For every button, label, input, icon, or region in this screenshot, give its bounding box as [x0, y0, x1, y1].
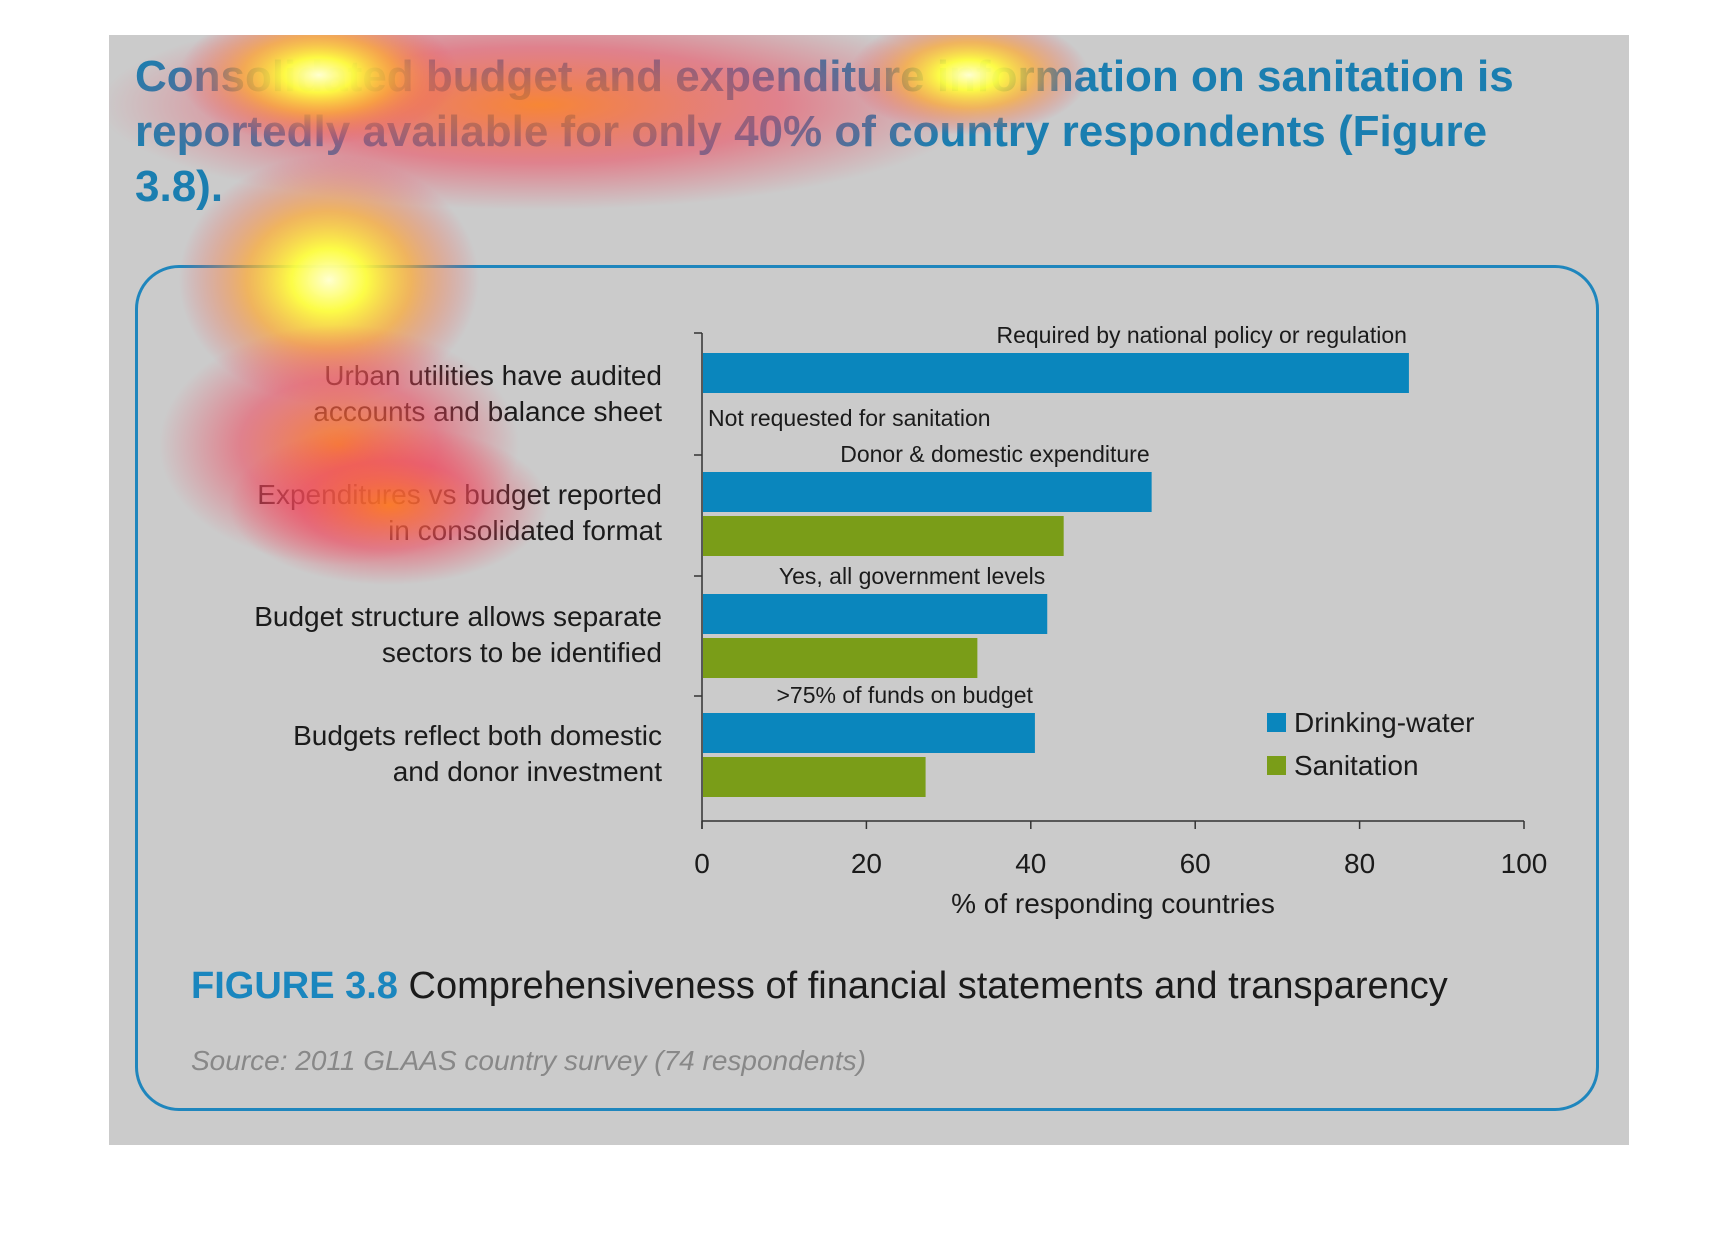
- category-label: Budget structure allows separate: [254, 601, 662, 632]
- x-tick-label: 0: [694, 848, 710, 879]
- missing-value-note: Not requested for sanitation: [708, 405, 991, 431]
- x-tick-label: 40: [1015, 848, 1046, 879]
- bar-annotation: Donor & domestic expenditure: [840, 441, 1149, 467]
- bar-annotation: Required by national policy or regulatio…: [996, 322, 1406, 348]
- slide: Consolidated budget and expenditure info…: [109, 35, 1629, 1145]
- category-label: and donor investment: [393, 756, 663, 787]
- bar-annotation: >75% of funds on budget: [777, 682, 1034, 708]
- bar-annotation: Yes, all government levels: [779, 563, 1045, 589]
- bar-drinking-water: [703, 713, 1035, 753]
- figure-caption: FIGURE 3.8 Comprehensiveness of financia…: [191, 965, 1448, 1008]
- category-label: in consolidated format: [388, 515, 662, 546]
- bar-sanitation: [703, 757, 926, 797]
- legend-swatch: [1267, 756, 1286, 775]
- figure-label: FIGURE 3.8: [191, 965, 398, 1007]
- x-axis-label: % of responding countries: [951, 888, 1275, 919]
- bar-drinking-water: [703, 594, 1048, 634]
- bar-chart: 0 20 40 60 80 100 % of responding countries Req…: [254, 322, 1548, 919]
- x-tick-label: 80: [1344, 848, 1375, 879]
- category-label: Expenditures vs budget reported: [257, 479, 662, 510]
- category-label: Urban utilities have audited: [324, 360, 662, 391]
- x-tick-label: 100: [1501, 848, 1548, 879]
- x-tick-label: 20: [851, 848, 882, 879]
- bar-drinking-water: [703, 472, 1152, 512]
- figure-title: Comprehensiveness of financial statement…: [408, 965, 1448, 1007]
- figure-panel: [135, 265, 1599, 1111]
- legend-label: Drinking-water: [1294, 707, 1475, 738]
- category-label: accounts and balance sheet: [313, 396, 662, 427]
- category-label: sectors to be identified: [382, 637, 662, 668]
- x-tick-label: 60: [1180, 848, 1211, 879]
- category-label: Budgets reflect both domestic: [293, 720, 662, 751]
- bar-sanitation: [703, 516, 1064, 556]
- legend-swatch: [1267, 713, 1286, 732]
- bar-sanitation: [703, 638, 978, 678]
- legend-label: Sanitation: [1294, 750, 1419, 781]
- bar-drinking-water: [703, 353, 1409, 393]
- figure-source: Source: 2011 GLAAS country survey (74 re…: [191, 1045, 866, 1076]
